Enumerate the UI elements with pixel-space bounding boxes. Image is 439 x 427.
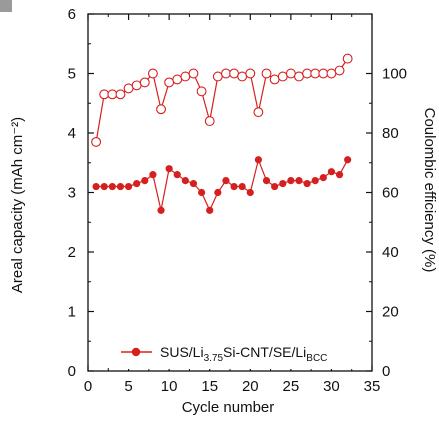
capacity-point	[335, 171, 344, 179]
efficiency-point	[172, 74, 183, 85]
capacity-point	[206, 206, 214, 214]
y-right-tick-label: 20	[382, 304, 399, 321]
capacity-point	[230, 182, 238, 191]
efficiency-point	[334, 65, 345, 76]
efficiency-point	[180, 71, 191, 82]
capacity-point	[124, 182, 133, 191]
efficiency-point	[131, 80, 142, 91]
efficiency-point	[220, 68, 231, 79]
capacity-point	[303, 179, 311, 188]
y-left-tick-label: 4	[68, 125, 76, 142]
efficiency-point	[277, 71, 288, 82]
x-tick-label: 20	[242, 378, 259, 395]
capacity-point	[165, 165, 173, 173]
efficiency-point	[229, 68, 240, 79]
y-right-tick-label: 100	[382, 66, 407, 83]
efficiency-point	[237, 71, 248, 82]
x-axis-title: Cycle number	[182, 399, 275, 416]
legend-box	[120, 339, 355, 369]
y-right-tick-label: 80	[382, 125, 399, 142]
y-left-tick-label: 3	[68, 185, 76, 202]
efficiency-point	[212, 71, 223, 82]
capacity-point	[108, 182, 116, 191]
capacity-point	[189, 179, 198, 188]
efficiency-point	[188, 68, 199, 79]
efficiency-point	[115, 89, 126, 100]
y-left-tick-label: 1	[68, 304, 76, 321]
plot-frame	[87, 13, 373, 372]
efficiency-point	[269, 74, 280, 85]
y-right-tick-label: 40	[382, 244, 399, 261]
efficiency-point	[204, 116, 215, 127]
capacity-point	[238, 182, 246, 191]
efficiency-point	[310, 68, 321, 79]
capacity-point	[311, 177, 319, 185]
capacity-point	[327, 168, 336, 176]
efficiency-point	[318, 68, 329, 79]
capacity-point	[141, 177, 149, 185]
legend-label: SUS/Li3.75Si-CNT/SE/LiBCC	[160, 344, 327, 364]
y-left-tick-label: 6	[68, 6, 76, 23]
capacity-point	[222, 177, 230, 185]
y-right-tick-label: 60	[382, 185, 399, 202]
efficiency-point	[139, 77, 150, 88]
capacity-point	[133, 179, 141, 188]
efficiency-point	[253, 107, 264, 118]
x-tick-label: 25	[283, 378, 300, 395]
capacity-point	[287, 177, 295, 185]
efficiency-point	[245, 68, 256, 79]
efficiency-point	[285, 68, 296, 79]
ticks	[87, 13, 373, 372]
capacity-point	[271, 182, 279, 191]
efficiency-point	[294, 71, 304, 82]
x-tick-label: 0	[84, 378, 92, 395]
y-axis-left-title: Areal capacity (mAh cm⁻²)	[9, 117, 26, 293]
capacity-point	[100, 182, 108, 191]
efficiency-point	[164, 77, 175, 88]
efficiency-point	[123, 83, 134, 94]
capacity-point	[295, 177, 303, 185]
efficiency-point	[91, 136, 102, 147]
corner-marker	[0, 0, 12, 12]
efficiency-point	[196, 86, 207, 97]
capacity-point	[319, 174, 327, 182]
capacity-point	[149, 171, 157, 179]
efficiency-point	[261, 68, 272, 79]
x-tick-label: 10	[161, 378, 178, 395]
x-tick-label: 5	[124, 378, 132, 395]
capacity-point	[262, 177, 271, 185]
data-series	[91, 53, 353, 214]
capacity-point	[173, 171, 181, 179]
capacity-point	[246, 188, 254, 197]
efficiency-point	[326, 68, 337, 79]
y-left-tick-label: 2	[68, 244, 76, 261]
capacity-point	[279, 179, 287, 188]
legend: SUS/Li3.75Si-CNT/SE/LiBCC	[120, 339, 355, 369]
efficiency-point	[342, 53, 353, 64]
capacity-point	[254, 156, 262, 164]
efficiency-point	[99, 89, 110, 100]
capacity-point	[92, 182, 100, 191]
efficiency-point	[147, 68, 158, 79]
efficiency-point	[156, 104, 166, 115]
efficiency-point	[107, 89, 118, 100]
capacity-point	[157, 206, 165, 214]
y-right-tick-label: 0	[382, 363, 390, 380]
capacity-point	[198, 188, 206, 197]
x-tick-label: 30	[323, 378, 340, 395]
x-tick-label: 15	[201, 378, 218, 395]
axes	[87, 13, 373, 372]
legend-marker	[131, 347, 141, 357]
capacity-point	[116, 182, 125, 191]
y-axis-right-title: Coulombic efficiency (%)	[421, 108, 438, 273]
capacity-point	[214, 188, 222, 197]
y-left-tick-label: 0	[68, 363, 76, 380]
x-tick-label: 35	[364, 378, 381, 395]
capacity-point	[181, 177, 189, 185]
y-left-tick-label: 5	[68, 66, 76, 83]
efficiency-point	[302, 68, 313, 79]
capacity-point	[344, 156, 352, 164]
